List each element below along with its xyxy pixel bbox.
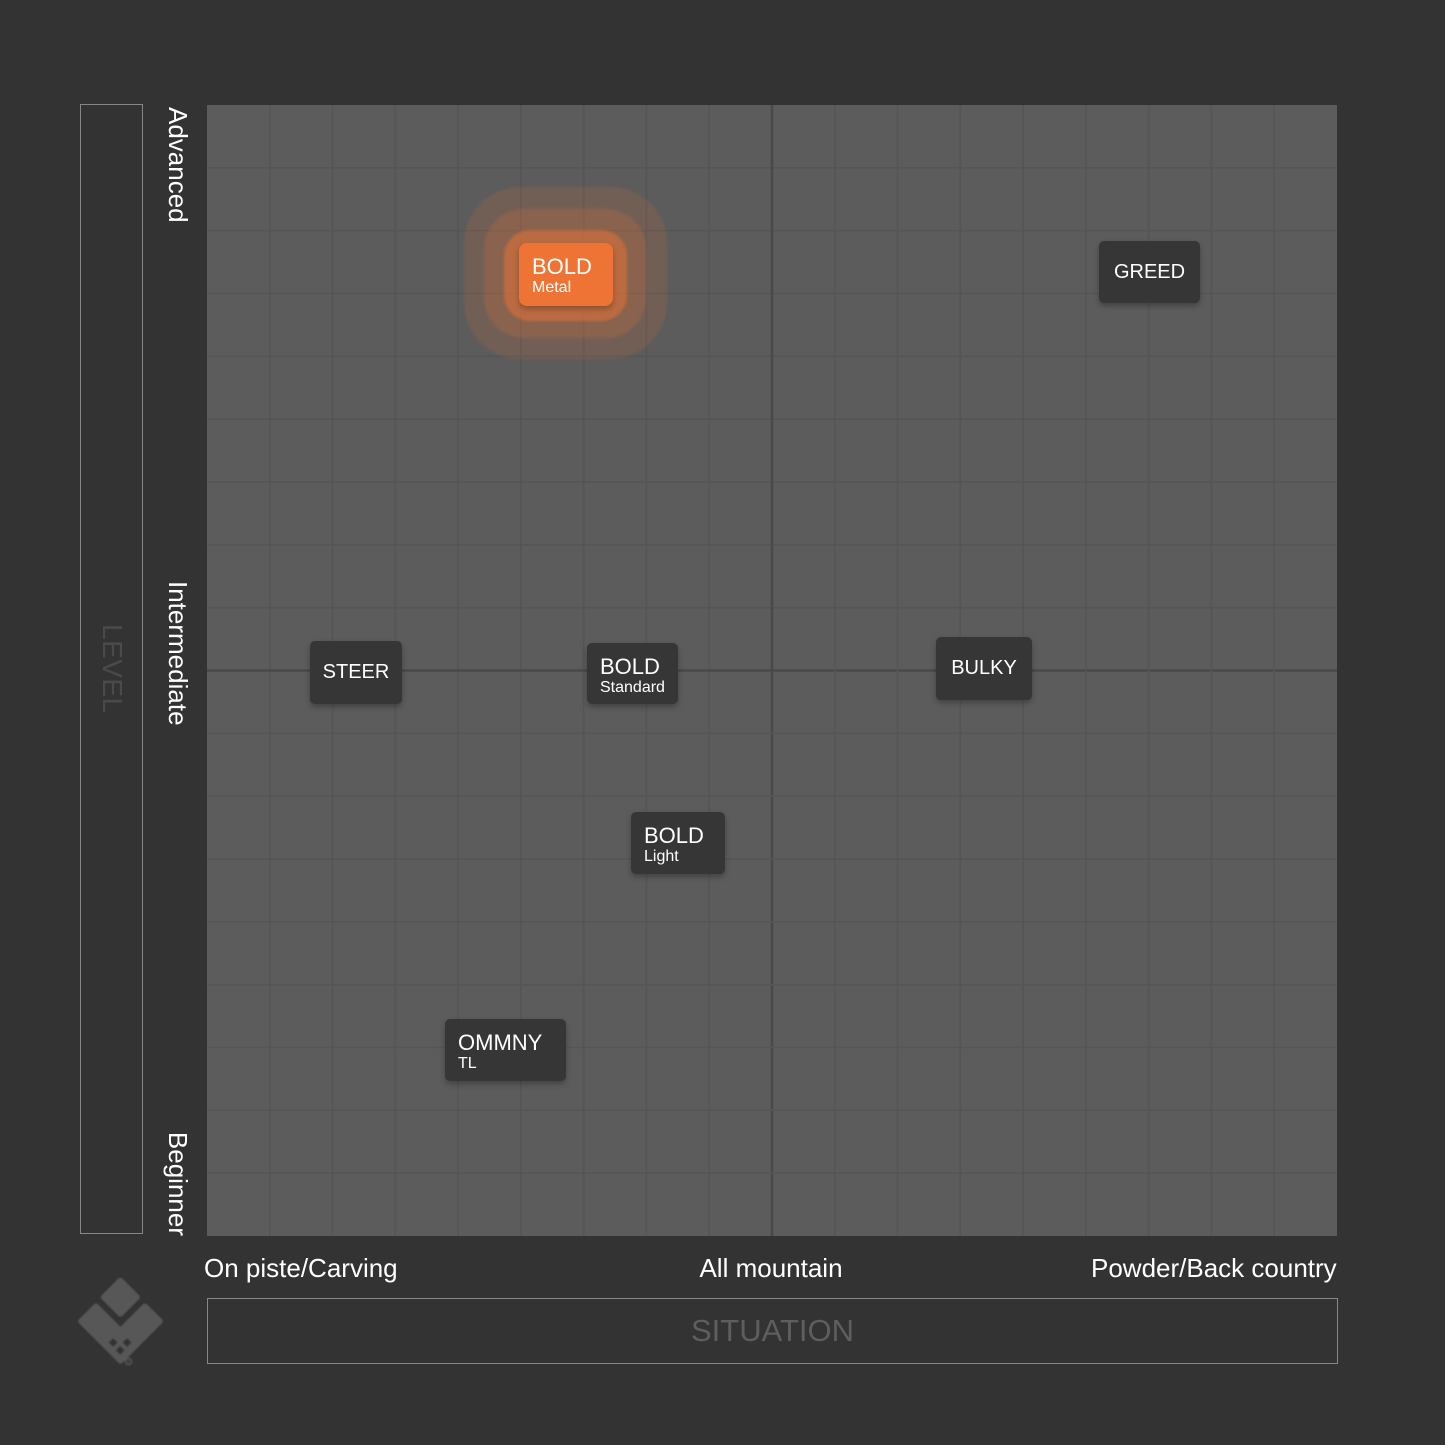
svg-text:R: R xyxy=(127,1360,131,1366)
